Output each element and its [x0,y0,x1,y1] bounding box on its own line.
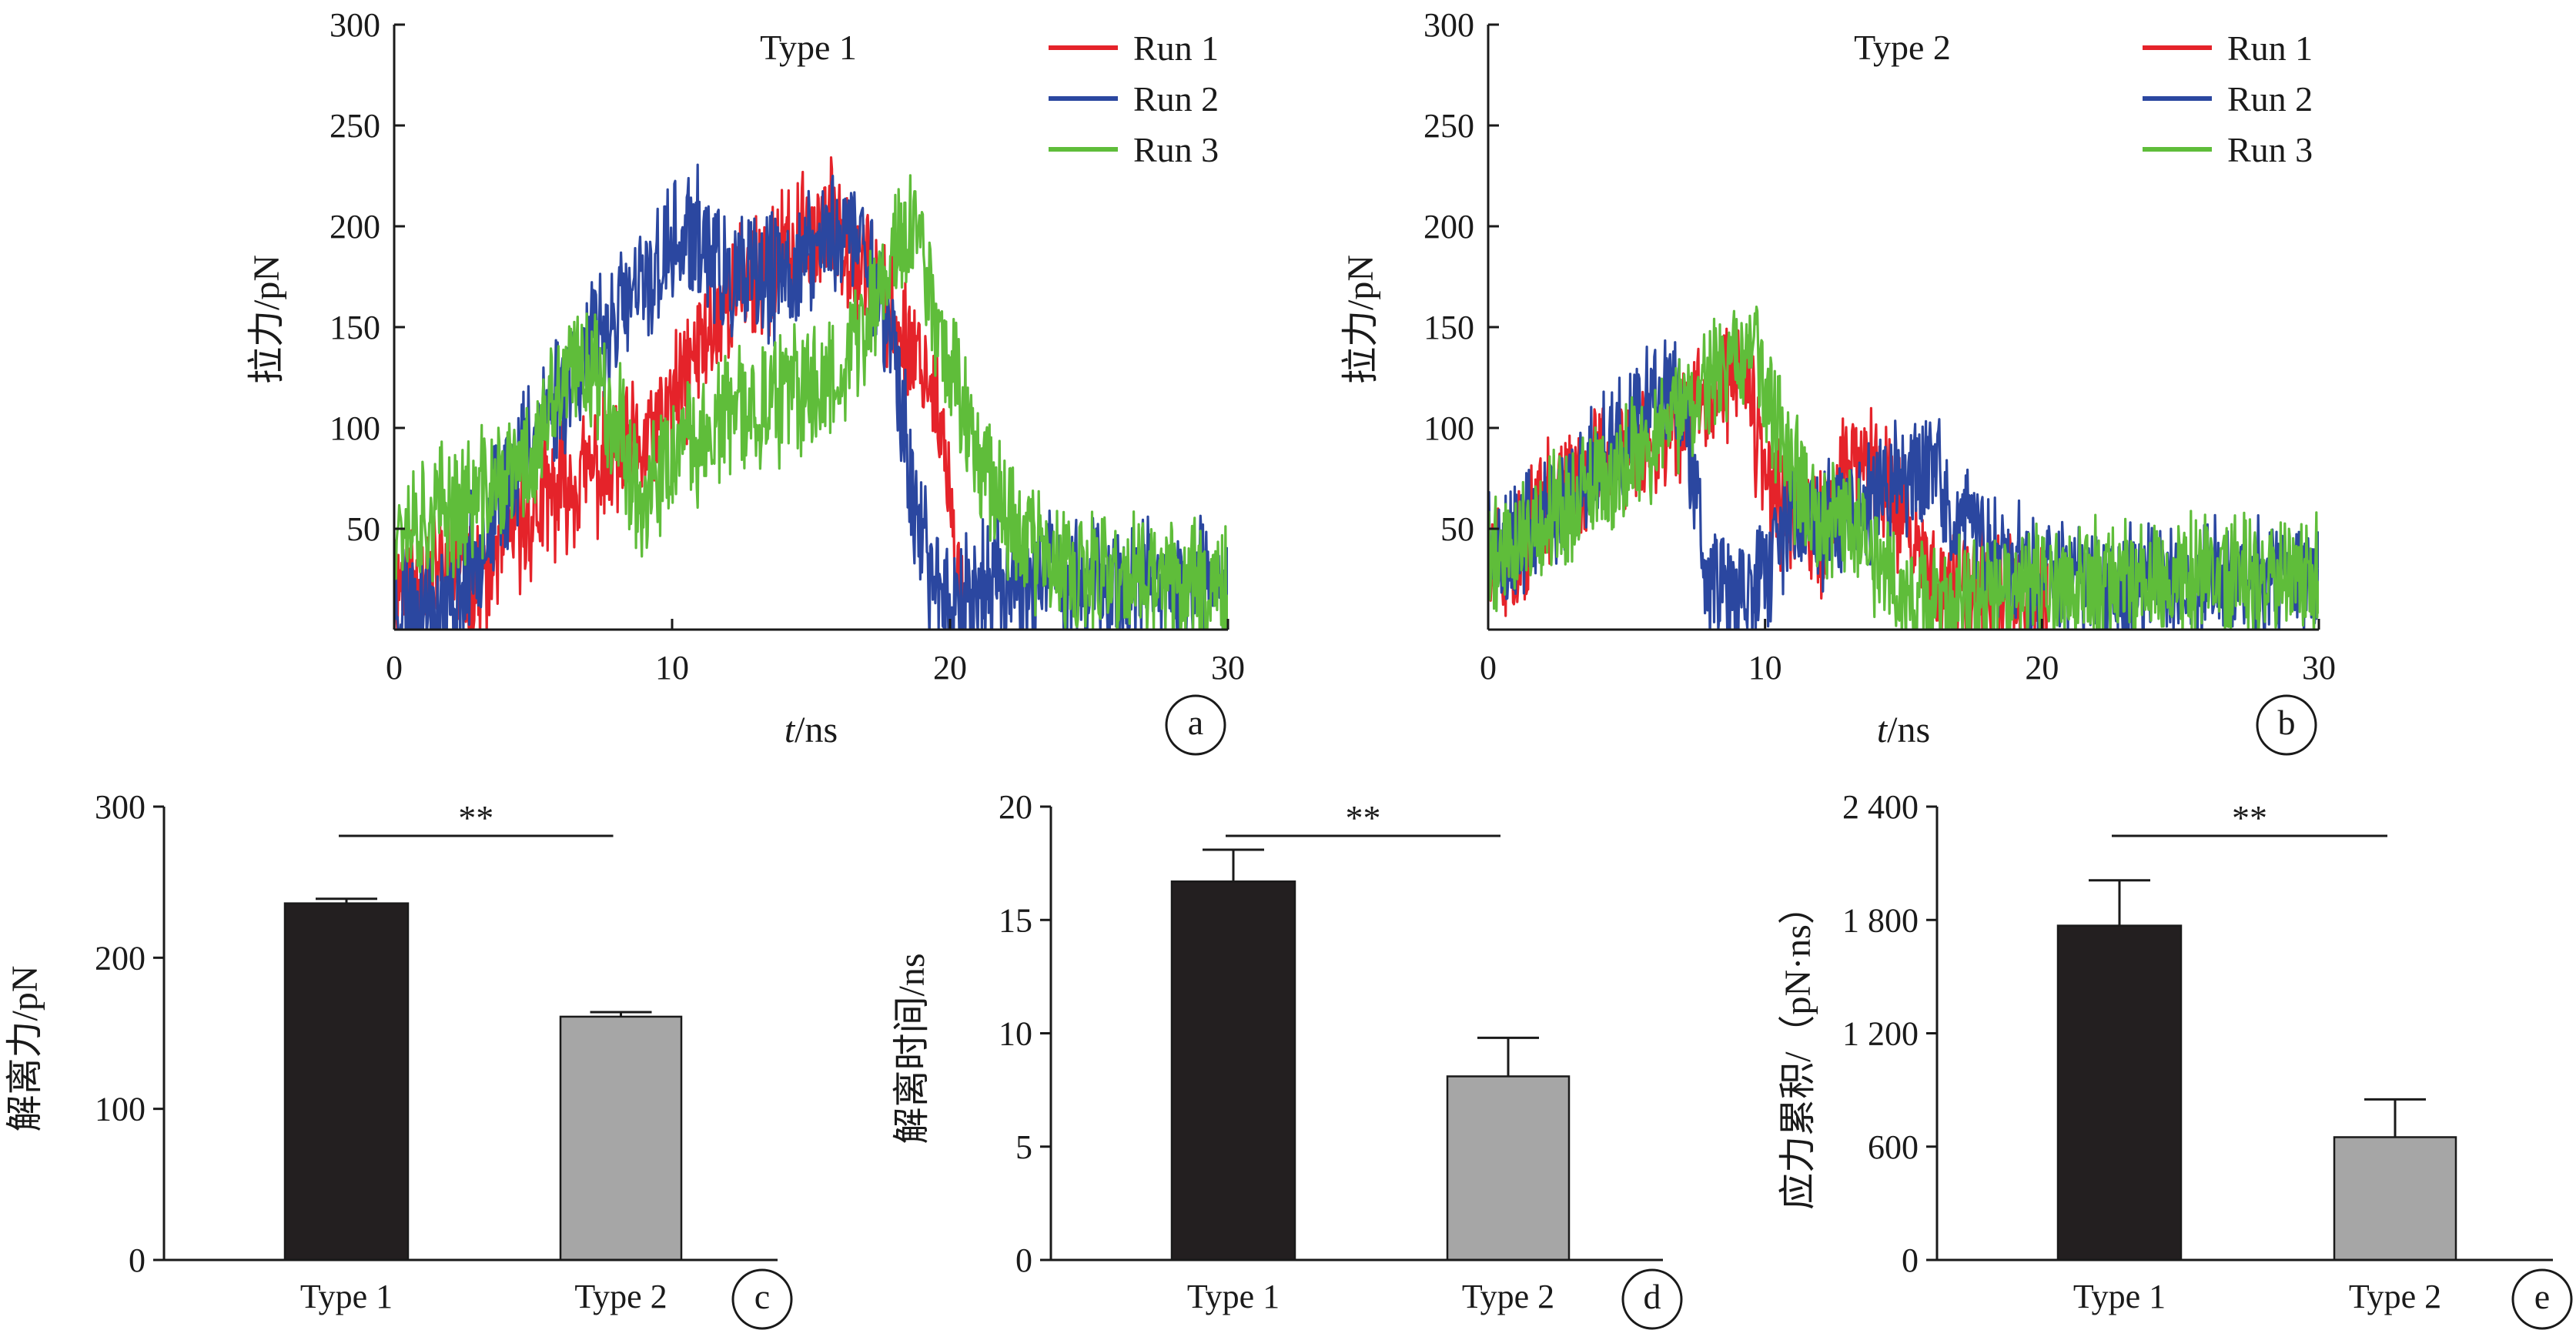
x-tick-label: 0 [386,649,403,687]
x-tick-label: 20 [2025,649,2059,687]
y-tick-label: 10 [999,1015,1032,1053]
x-tick-label: 30 [2302,649,2336,687]
y-tick-label: 200 [330,208,380,246]
y-axis-label: 解离时间/ns [892,953,932,1144]
panel-label-circle [731,1268,793,1330]
y-tick-label: 50 [1440,510,1474,548]
y-tick-label: 300 [1423,6,1474,44]
panel-c: Type 1 Type 2 0 100 200 300 ** 解离力/pN c [5,788,793,1330]
y-tick-label: 0 [1902,1241,1919,1279]
panel-b: 50 100 150 200 250 300 0 10 20 30 t/ns 拉力/pN Type 2 R… [1340,6,2336,756]
panel-label: a [1188,703,1203,742]
x-category-label: Type 2 [574,1278,667,1315]
legend-label: Run 2 [2227,79,2313,119]
y-tick-label: 150 [330,309,380,346]
significance-marker: ** [1346,798,1381,837]
bar-type-2 [559,1015,683,1261]
panel-label: c [754,1277,770,1316]
y-tick-label: 100 [330,409,380,447]
bar-type-1 [2056,924,2183,1261]
bar-type-1 [1170,880,1296,1261]
y-axis-label: 解离力/pN [5,965,45,1131]
panel-label-circle [2511,1268,2573,1330]
x-category-label: Type 2 [1462,1278,1554,1315]
x-category-label: Type 2 [2349,1278,2441,1315]
y-tick-label: 50 [346,510,380,548]
y-tick-label: 0 [1015,1241,1032,1279]
legend-label: Run 1 [2227,28,2313,68]
y-tick-label: 15 [999,901,1032,939]
y-tick-label: 250 [330,107,380,145]
x-tick-label: 20 [933,649,967,687]
x-axis-label: t/ns [1877,710,1930,750]
y-tick-label: 1 200 [1842,1015,1919,1053]
y-tick-label: 300 [95,788,146,826]
y-tick-label: 0 [129,1241,146,1279]
y-tick-label: 600 [1868,1128,1919,1166]
panel-label-circle [1621,1268,1683,1330]
series-line-run-3 [1488,306,2319,630]
x-axis-label: t/ns [785,710,838,750]
y-tick-label: 200 [1423,208,1474,246]
significance-marker: ** [458,798,493,837]
series-line-run-1 [394,156,965,630]
panel-d: Type 1 Type 2 0 5 10 15 20 ** 解离时间/ns d [892,788,1683,1330]
y-axis-label: 拉力/pN [246,255,287,384]
y-axis-label: 应力累积/（pN·ns） [1778,887,1818,1210]
y-tick-label: 300 [330,6,380,44]
x-category-label: Type 1 [1187,1278,1280,1315]
panel-label: e [2534,1277,2550,1316]
legend-label: Run 1 [1133,28,1219,68]
panel-e: Type 1 Type 2 0 600 1 200 1 800 2 400 ** 应力累积/（p… [1778,788,2573,1330]
plot-area [1488,306,2319,630]
y-tick-label: 20 [999,788,1032,826]
x-category-label: Type 1 [300,1278,393,1315]
panel-label-circle [2256,694,2317,756]
legend-label: Run 3 [1133,130,1219,169]
y-tick-label: 100 [1423,409,1474,447]
y-tick-label: 150 [1423,309,1474,346]
x-tick-label: 0 [1480,649,1497,687]
panel-label: b [2278,703,2296,742]
y-tick-label: 2 400 [1842,788,1919,826]
series-line-run-3 [394,174,1228,630]
y-tick-label: 250 [1423,107,1474,145]
y-tick-label: 5 [1015,1128,1032,1166]
y-tick-label: 200 [95,939,146,977]
panel-a: 50 100 150 200 250 300 0 10 20 30 t/ns 拉力/pN Type 1 R… [246,6,1245,756]
legend-label: Run 3 [2227,130,2313,169]
panel-label: d [1644,1277,1661,1316]
chart-title: Type 2 [1854,28,1951,67]
bar-type-2 [2333,1136,2457,1261]
x-tick-label: 10 [655,649,689,687]
y-tick-label: 100 [95,1091,146,1128]
legend-label: Run 2 [1133,79,1219,119]
significance-marker: ** [2232,798,2267,837]
x-category-label: Type 1 [2073,1278,2166,1315]
chart-title: Type 1 [760,28,857,67]
panel-label-circle [1165,694,1226,756]
y-axis-label: 拉力/pN [1340,255,1381,384]
x-tick-label: 10 [1748,649,1782,687]
x-tick-label: 30 [1211,649,1245,687]
bar-type-1 [283,902,410,1261]
bar-type-2 [1446,1075,1571,1261]
y-tick-label: 1 800 [1842,901,1919,939]
plot-area [394,156,1228,630]
